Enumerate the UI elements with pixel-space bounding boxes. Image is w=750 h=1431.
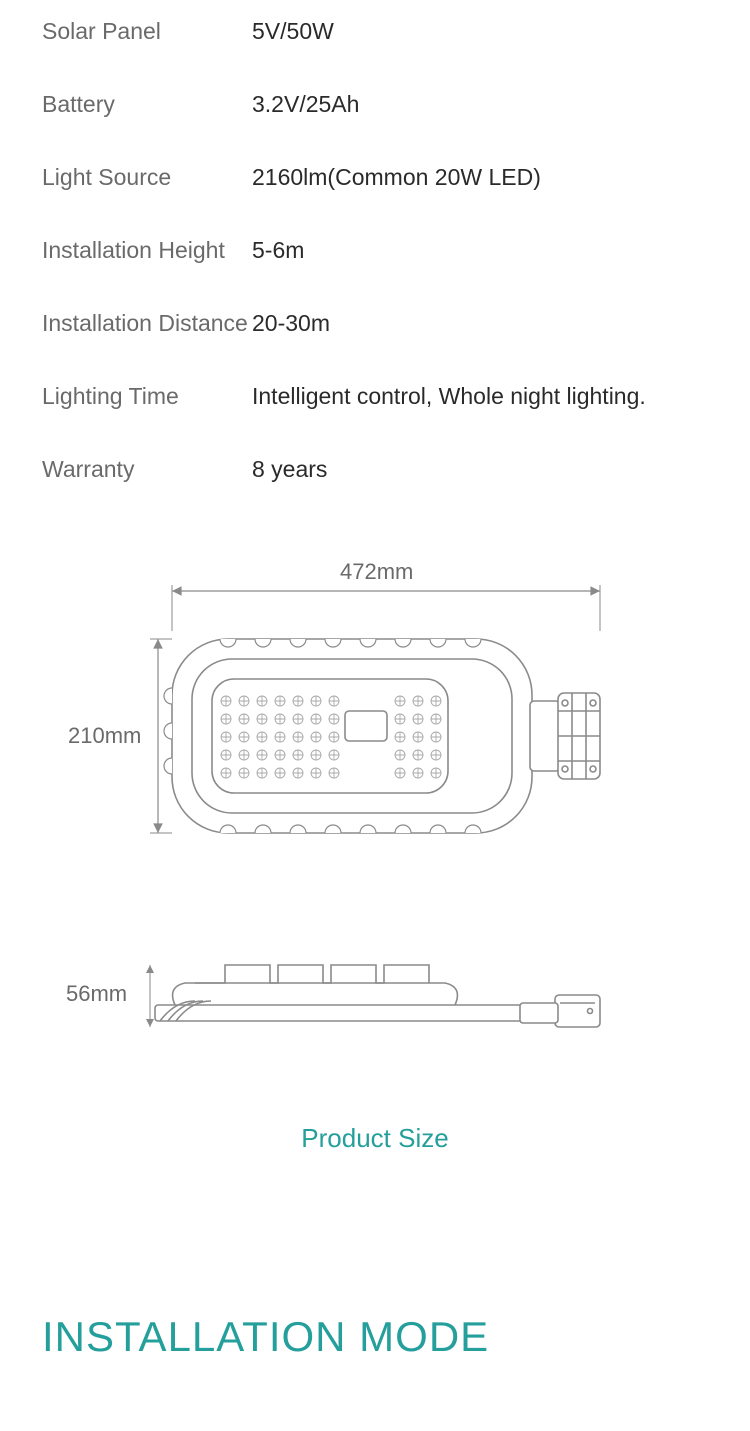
spec-value: 3.2V/25Ah bbox=[252, 91, 359, 118]
spec-row: Lighting Time Intelligent control, Whole… bbox=[42, 383, 710, 410]
spec-row: Installation Distance 20-30m bbox=[42, 310, 710, 337]
spec-label: Lighting Time bbox=[42, 383, 252, 410]
product-size-diagram: 472mm 210mm 56mm bbox=[0, 543, 750, 1183]
spec-label: Installation Distance bbox=[42, 310, 252, 337]
spec-value: Intelligent control, Whole night lightin… bbox=[252, 383, 646, 410]
spec-row: Warranty 8 years bbox=[42, 456, 710, 483]
spec-label: Installation Height bbox=[42, 237, 252, 264]
section-heading-installation-mode: INSTALLATION MODE bbox=[42, 1313, 750, 1361]
spec-value: 20-30m bbox=[252, 310, 330, 337]
spec-row: Solar Panel 5V/50W bbox=[42, 18, 710, 45]
spec-value: 8 years bbox=[252, 456, 327, 483]
spec-row: Installation Height 5-6m bbox=[42, 237, 710, 264]
spec-label: Solar Panel bbox=[42, 18, 252, 45]
product-drawing-svg bbox=[0, 543, 750, 1103]
spec-value: 5-6m bbox=[252, 237, 304, 264]
spec-label: Battery bbox=[42, 91, 252, 118]
spec-label: Light Source bbox=[42, 164, 252, 191]
diagram-caption: Product Size bbox=[0, 1123, 750, 1154]
spec-row: Light Source 2160lm(Common 20W LED) bbox=[42, 164, 710, 191]
spec-value: 2160lm(Common 20W LED) bbox=[252, 164, 541, 191]
spec-table: Solar Panel 5V/50W Battery 3.2V/25Ah Lig… bbox=[0, 0, 750, 483]
spec-row: Battery 3.2V/25Ah bbox=[42, 91, 710, 118]
spec-label: Warranty bbox=[42, 456, 252, 483]
spec-value: 5V/50W bbox=[252, 18, 334, 45]
